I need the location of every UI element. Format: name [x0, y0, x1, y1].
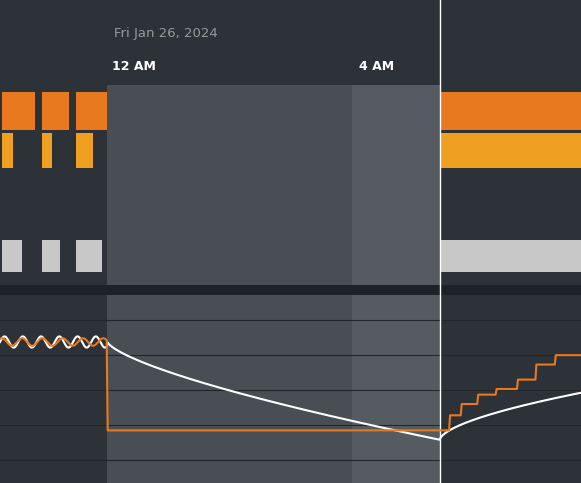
Bar — [2, 133, 13, 168]
Bar — [107, 85, 352, 285]
Bar — [0, 285, 581, 295]
Text: 12 AM: 12 AM — [112, 60, 156, 73]
Bar — [440, 92, 581, 130]
Bar — [352, 295, 440, 483]
Bar — [352, 85, 440, 285]
Bar — [107, 295, 352, 483]
Bar — [42, 133, 52, 168]
Bar — [76, 133, 93, 168]
Bar — [42, 92, 69, 130]
Text: 4 AM: 4 AM — [359, 60, 394, 73]
Bar — [76, 92, 107, 130]
Bar — [42, 240, 60, 272]
Bar — [440, 240, 581, 272]
Bar — [440, 133, 581, 168]
Bar — [76, 240, 102, 272]
Bar — [2, 92, 35, 130]
Text: Fri Jan 26, 2024: Fri Jan 26, 2024 — [114, 27, 217, 40]
Bar — [2, 240, 22, 272]
